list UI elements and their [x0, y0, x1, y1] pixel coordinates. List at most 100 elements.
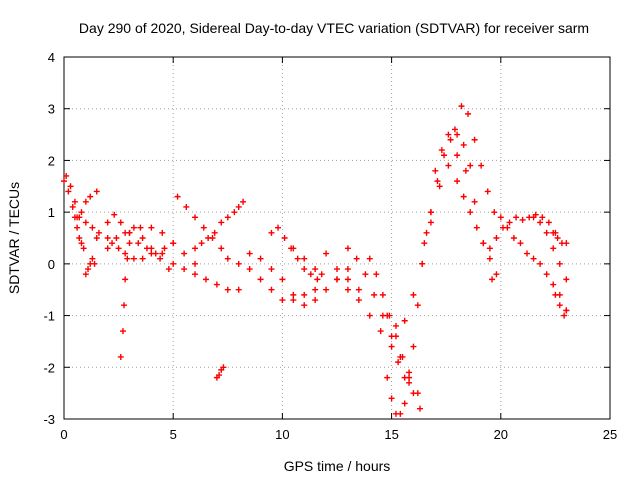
data-point [76, 235, 83, 241]
data-point [543, 271, 550, 278]
data-point [493, 271, 500, 278]
x-axis-ticks: 0 5 10 15 20 25 [60, 57, 617, 442]
data-point [257, 276, 264, 283]
data-point [192, 260, 199, 267]
series-arc6 [104, 224, 172, 273]
data-point [556, 260, 563, 267]
series-arc21 [421, 131, 474, 247]
data-point [397, 410, 404, 417]
data-point [486, 255, 493, 262]
data-point [192, 214, 199, 221]
data-point [366, 312, 373, 319]
data-point [419, 260, 426, 267]
data-point [290, 297, 297, 304]
data-point [216, 372, 223, 379]
data-point [377, 328, 384, 335]
data-point [301, 255, 308, 262]
data-point [371, 291, 378, 298]
series-arc3 [71, 214, 87, 252]
data-point [460, 193, 467, 200]
data-point [65, 188, 72, 195]
data-point [67, 183, 74, 190]
data-point [353, 255, 360, 262]
data-point [104, 219, 111, 226]
grid-lines [64, 57, 610, 419]
data-point [126, 240, 133, 247]
y-tick-label: 2 [48, 153, 55, 168]
data-point [275, 224, 282, 231]
data-point [224, 214, 231, 221]
data-point [268, 229, 275, 236]
data-point [445, 162, 452, 169]
data-point [159, 229, 166, 236]
data-point [427, 209, 434, 216]
data-point [392, 333, 399, 340]
data-point [119, 328, 126, 335]
data-point [268, 286, 275, 293]
x-tick-label: 15 [384, 427, 398, 442]
data-point [130, 224, 137, 231]
data-point [506, 219, 513, 226]
data-point [478, 162, 485, 169]
data-point [467, 209, 474, 216]
data-point [447, 136, 454, 143]
data-point [406, 374, 413, 381]
data-point [410, 343, 417, 350]
data-point [301, 291, 308, 298]
data-point [121, 302, 128, 309]
data-point [235, 286, 242, 293]
data-point [480, 240, 487, 247]
data-point [200, 224, 207, 231]
data-point [246, 266, 253, 273]
data-point [545, 219, 552, 226]
data-point [122, 250, 129, 257]
data-point [104, 235, 111, 241]
data-point [486, 245, 493, 252]
data-point [161, 245, 168, 252]
data-point [465, 110, 472, 117]
data-point [471, 198, 478, 205]
data-point [489, 276, 496, 283]
data-point [122, 276, 129, 283]
data-point [406, 379, 413, 386]
data-point [550, 229, 557, 236]
data-point [115, 245, 122, 252]
data-point [323, 250, 330, 257]
data-point [410, 291, 417, 298]
data-point [89, 224, 96, 231]
chart-title: Day 290 of 2020, Sidereal Day-to-day VTE… [79, 20, 589, 36]
data-point [563, 276, 570, 283]
data-point [366, 255, 373, 262]
data-point [220, 364, 227, 371]
series-arc7 [117, 240, 133, 360]
series-arc11 [213, 364, 227, 381]
data-point [427, 219, 434, 226]
data-point [362, 271, 369, 278]
data-point [235, 203, 242, 210]
data-point [399, 353, 406, 360]
series-arc26 [530, 214, 570, 283]
data-point [384, 374, 391, 381]
series-arc20 [384, 152, 496, 329]
data-point [423, 229, 430, 236]
data-point [462, 167, 469, 174]
x-tick-label: 5 [170, 427, 177, 442]
data-point [530, 255, 537, 262]
data-point [290, 291, 297, 298]
data-point [87, 193, 94, 200]
data-point [109, 240, 116, 247]
x-tick-label: 10 [275, 427, 289, 442]
data-point [89, 255, 96, 262]
y-axis-label: SDTVAR / TECUs [6, 182, 22, 294]
data-point [517, 240, 524, 247]
data-point [165, 266, 172, 273]
data-point [170, 260, 177, 267]
data-point [135, 240, 142, 247]
data-point [471, 136, 478, 143]
data-point [69, 203, 76, 210]
series-arc15 [290, 245, 362, 293]
data-point [318, 271, 325, 278]
data-point [91, 260, 98, 267]
data-point [63, 172, 70, 179]
